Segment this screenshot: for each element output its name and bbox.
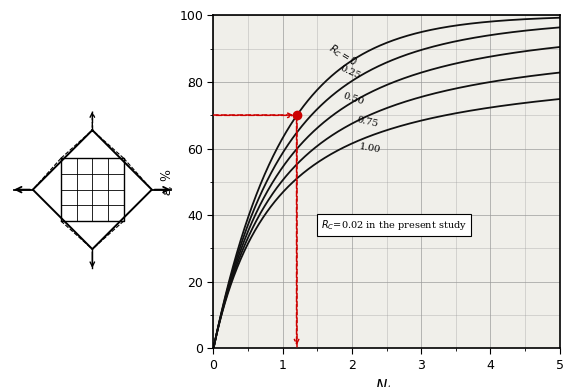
Text: 0.75: 0.75 <box>355 115 379 129</box>
Text: 1.00: 1.00 <box>359 142 382 155</box>
Text: 0.50: 0.50 <box>342 91 365 106</box>
Text: .: . <box>186 73 192 91</box>
X-axis label: $N_{tu}$: $N_{tu}$ <box>374 377 399 387</box>
Y-axis label: $\varepsilon$, %: $\varepsilon$, % <box>160 168 175 196</box>
Text: 0.25: 0.25 <box>338 63 362 81</box>
Text: $R_C = 0$: $R_C = 0$ <box>325 41 359 70</box>
Text: $R_C$=0.02 in the present study: $R_C$=0.02 in the present study <box>321 218 467 232</box>
